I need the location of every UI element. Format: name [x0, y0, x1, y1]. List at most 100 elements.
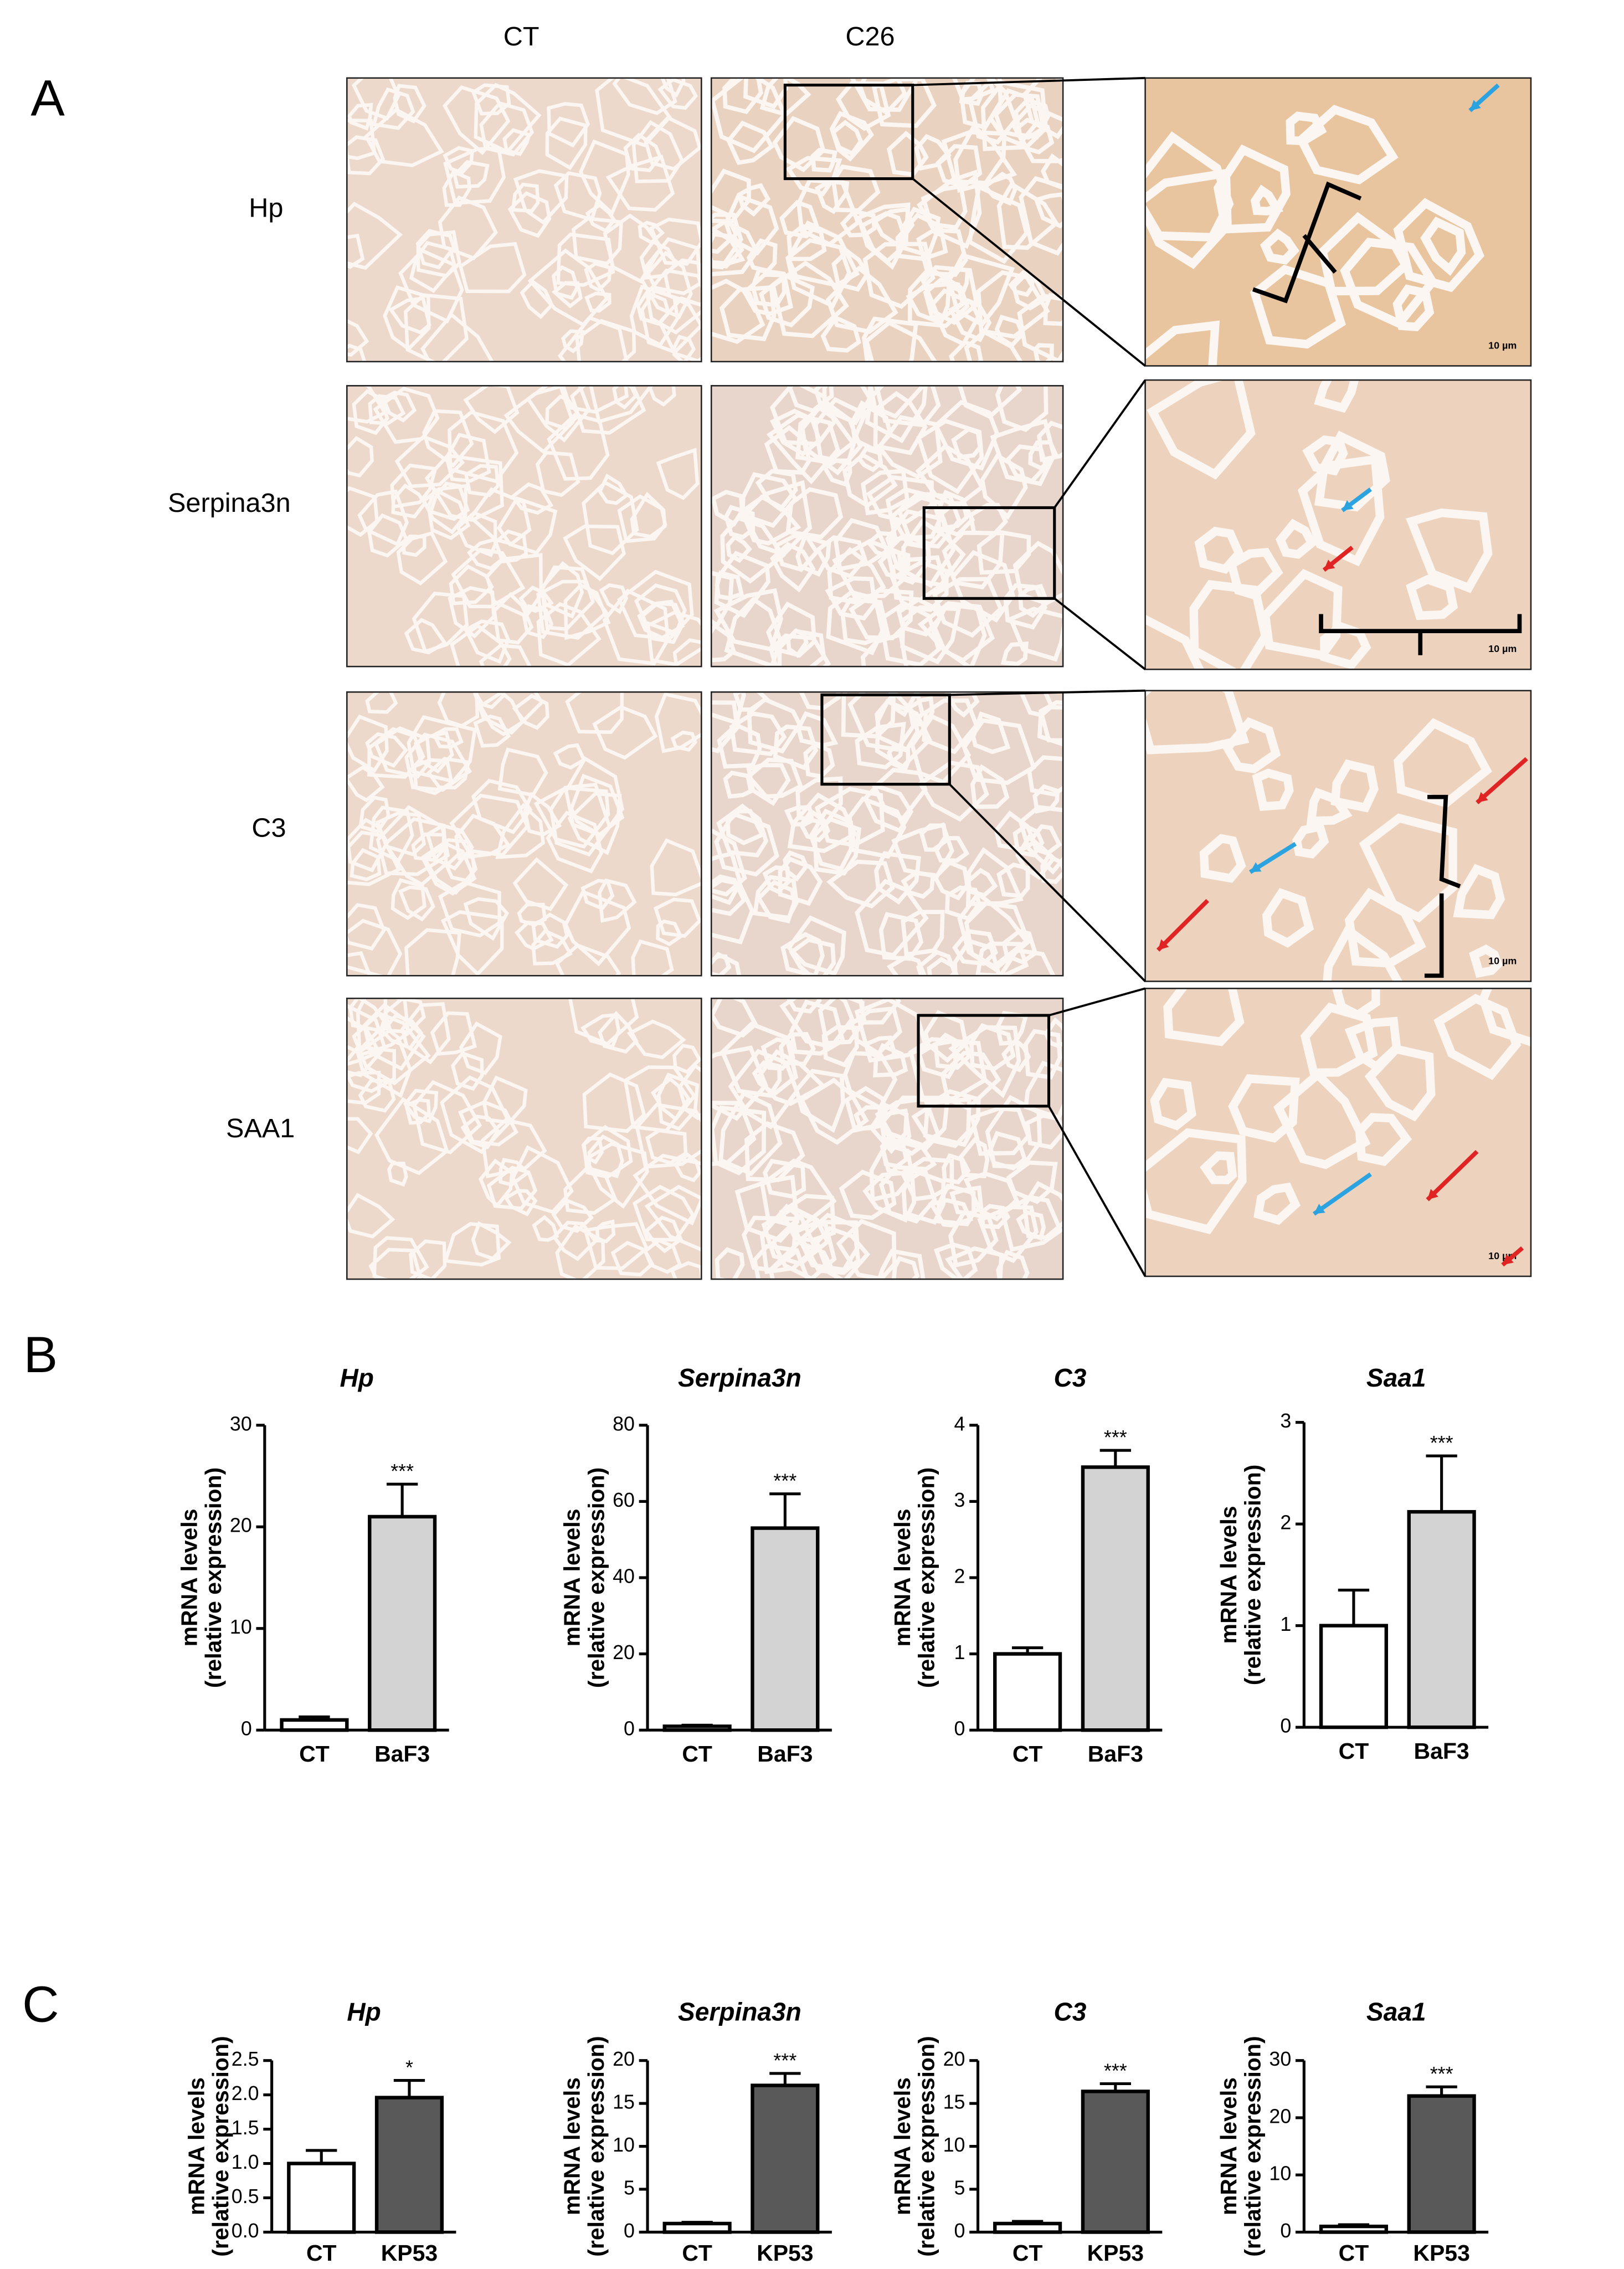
fiber-border — [953, 938, 1001, 976]
fiber-border — [770, 542, 816, 593]
fiber-border — [936, 143, 983, 189]
x-tick-label: BaF3 — [374, 1741, 430, 1767]
y-axis-label: mRNA levels — [1216, 2077, 1241, 2215]
fiber-border — [347, 119, 377, 160]
fiber-border — [643, 237, 702, 296]
fiber-border — [847, 796, 907, 859]
fiber-border — [583, 1222, 649, 1270]
fiber-border — [755, 1049, 827, 1106]
fiber-border — [787, 224, 827, 261]
fiber-border — [1199, 834, 1246, 883]
chart-title: Hp — [340, 1363, 374, 1392]
fiber-border — [649, 217, 702, 266]
fiber-border — [553, 743, 587, 770]
inset-connector — [912, 76, 1145, 86]
fiber-border — [949, 340, 984, 362]
fiber-border — [994, 315, 1025, 348]
fiber-border — [1253, 1182, 1301, 1225]
fiber-border — [1032, 343, 1054, 362]
fiber-border — [1037, 705, 1063, 747]
arrow-head — [1502, 1254, 1514, 1265]
fiber-border — [826, 859, 895, 908]
fiber-border — [793, 1220, 860, 1272]
fiber-border — [1297, 454, 1385, 567]
fiber-border — [347, 435, 374, 478]
fiber-border — [672, 1044, 702, 1074]
fiber-border — [995, 386, 1049, 433]
fiber-border — [438, 880, 501, 938]
fiber-border — [347, 135, 386, 176]
y-tick-label: 2.0 — [232, 2082, 259, 2104]
fiber-border — [645, 1128, 688, 1165]
fiber-border — [866, 386, 925, 419]
fiber-border — [656, 448, 700, 500]
fiber-border — [976, 270, 1050, 339]
fiber-border — [582, 1125, 633, 1179]
bar — [1407, 2094, 1476, 2234]
fiber-border — [813, 386, 872, 425]
chart-title: Saa1 — [1366, 1997, 1426, 2026]
fiber-border — [740, 472, 798, 528]
fiber-border — [996, 862, 1030, 899]
fiber-border — [901, 518, 966, 588]
fiber-border — [720, 515, 786, 584]
row-label: SAA1 — [226, 1113, 295, 1143]
fiber-border — [403, 1089, 439, 1123]
y-tick-label: 10 — [943, 2134, 965, 2156]
inset-box — [820, 693, 951, 786]
x-tick-label: KP53 — [757, 2240, 813, 2266]
fiber-border — [532, 1215, 559, 1242]
fiber-border — [372, 1236, 429, 1280]
fiber-border — [1359, 813, 1457, 923]
inset-box — [922, 506, 1056, 600]
tissue — [1145, 78, 1531, 366]
fiber-border — [1016, 1210, 1046, 1241]
y-axis-label: (relative expression) — [1240, 1465, 1266, 1685]
fiber-border — [782, 850, 809, 882]
y-axis-label: mRNA levels — [1216, 1506, 1241, 1644]
x-tick-label: KP53 — [1413, 2240, 1469, 2266]
fiber-border — [640, 286, 702, 355]
fiber-border — [1300, 1002, 1378, 1077]
fiber-border — [746, 763, 791, 806]
tissue — [711, 386, 1063, 667]
arrow-head — [1314, 1204, 1325, 1214]
bracket — [1424, 794, 1461, 978]
fiber-border — [602, 588, 670, 666]
fiber-border — [638, 220, 665, 245]
y-tick-label: 1 — [1280, 1613, 1291, 1635]
fiber-border — [784, 805, 815, 827]
fiber-border — [582, 1072, 646, 1133]
fiber-border — [1392, 284, 1435, 332]
fiber-border — [928, 1198, 974, 1228]
fiber-border — [503, 1189, 538, 1216]
fiber-border — [970, 764, 1010, 809]
fiber-border — [753, 875, 799, 921]
fiber-border — [347, 343, 367, 362]
fiber-border — [996, 1249, 1030, 1280]
fiber-border — [952, 78, 996, 102]
fiber-border — [416, 230, 462, 278]
fiber-border — [968, 502, 1009, 536]
fiber-border — [814, 179, 850, 214]
y-axis-label: (relative expression) — [208, 2036, 233, 2256]
scale-label: 10 µm — [1488, 955, 1517, 966]
tissue — [347, 998, 702, 1280]
fiber-border — [953, 123, 1017, 193]
fiber-border — [711, 78, 788, 153]
fiber-border — [365, 692, 398, 714]
tissue — [347, 692, 702, 976]
fiber-border — [358, 1079, 396, 1113]
x-tick-label: CT — [299, 1741, 330, 1767]
fiber-border — [886, 954, 927, 976]
frame — [1144, 379, 1532, 670]
fiber-border — [842, 452, 898, 509]
fiber-border — [556, 232, 615, 287]
fiber-border — [455, 511, 497, 557]
fiber-border — [1147, 380, 1256, 480]
fiber-border — [595, 78, 672, 147]
fiber-border — [711, 954, 732, 976]
fiber-border — [711, 828, 747, 897]
fiber-border — [409, 1239, 447, 1280]
